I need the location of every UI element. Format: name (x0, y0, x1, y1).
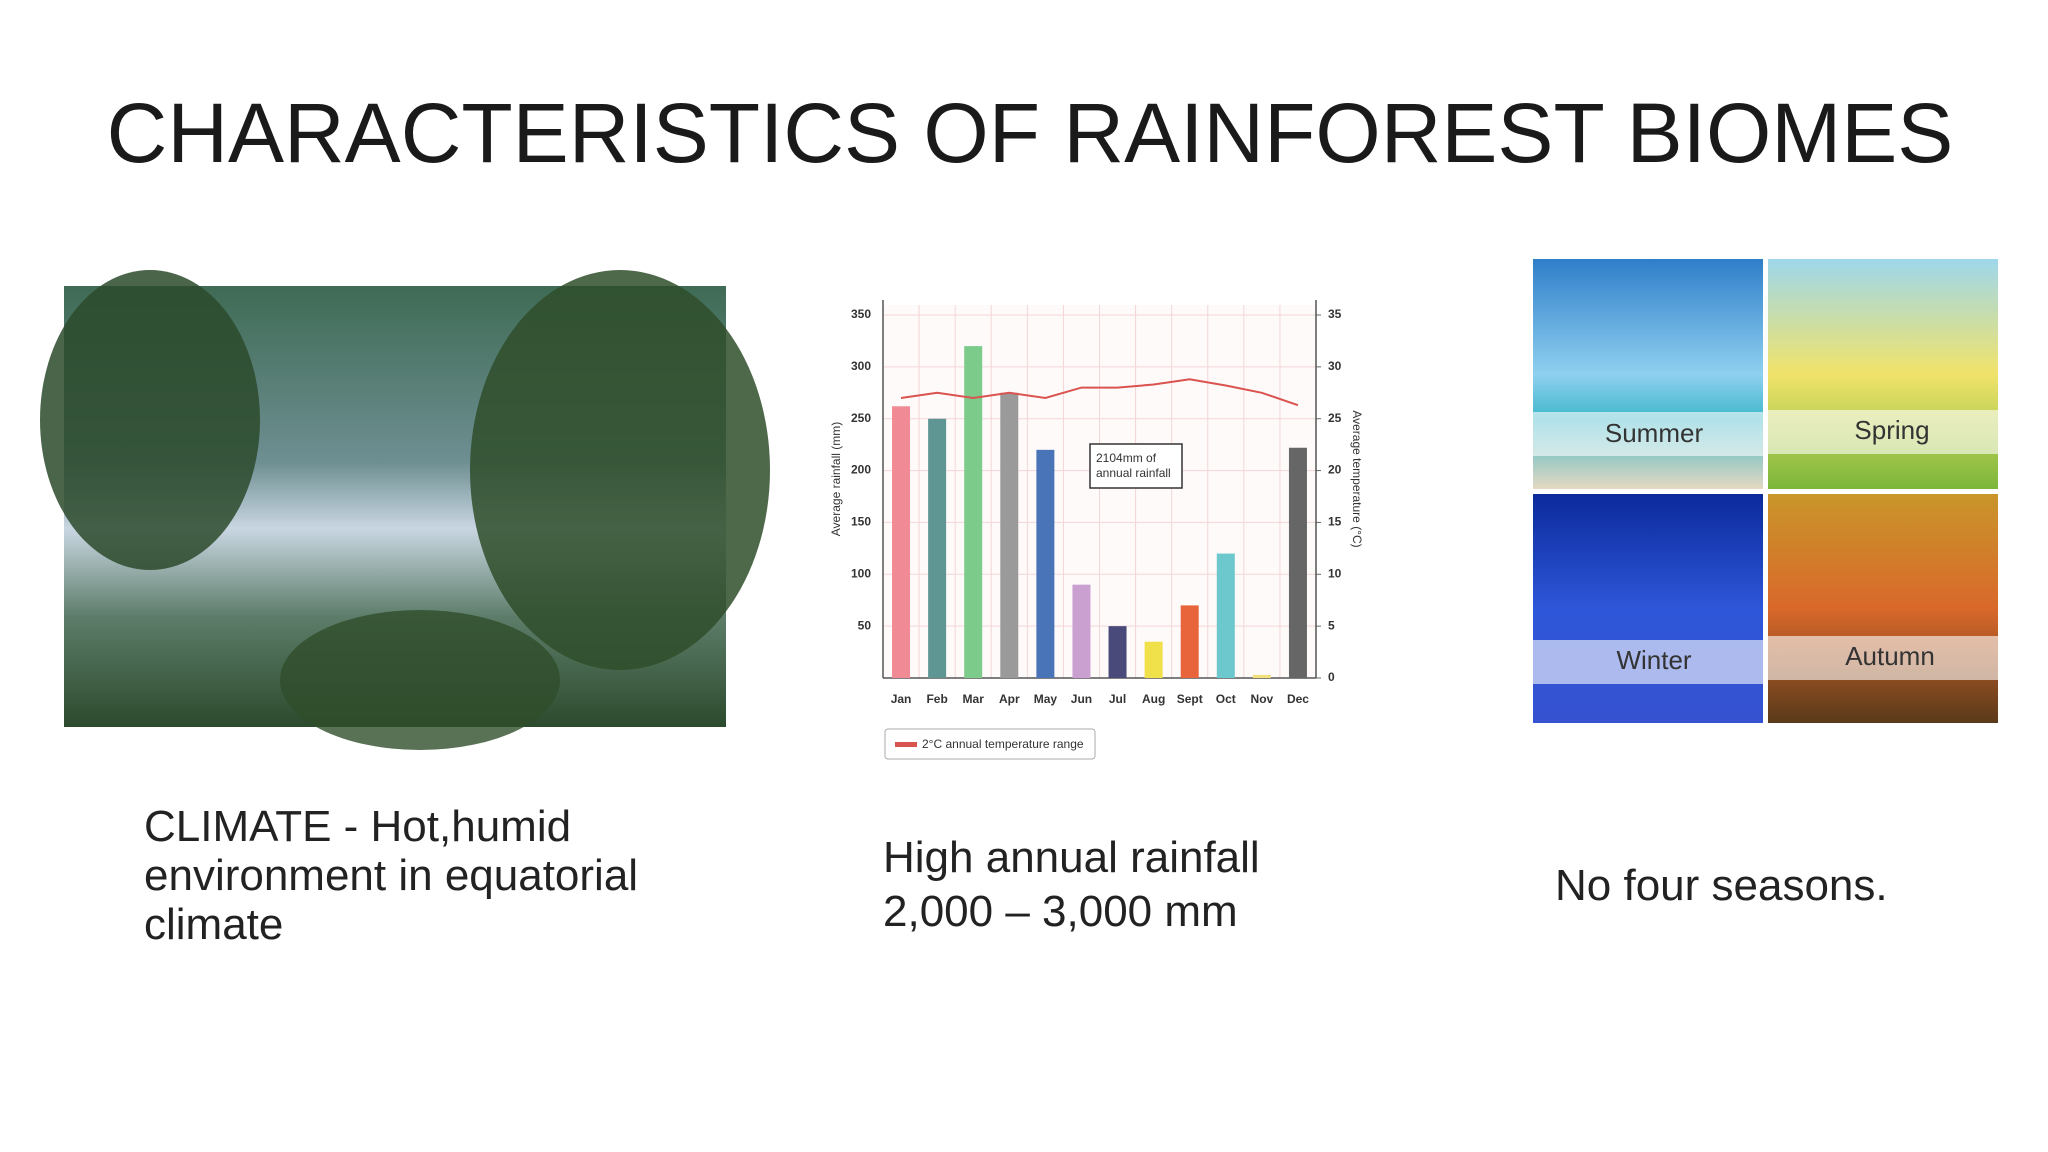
season-label: Spring (1854, 415, 1929, 445)
y-tick-label: 300 (851, 359, 871, 373)
bar (1108, 626, 1127, 678)
y-tick-label: 250 (851, 411, 871, 425)
bar (1000, 392, 1019, 678)
bar (1144, 641, 1163, 678)
climate-chart: 50 100 150 200 250 300 350 0 5 10 15 20 25 30 35 Jan Feb… (829, 300, 1364, 760)
y-tick-label: 50 (858, 618, 872, 632)
season-label: Autumn (1845, 641, 1935, 671)
caption-line: 2,000 – 3,000 mm (883, 887, 1238, 936)
rainforest-photo (40, 270, 770, 750)
season-label: Summer (1605, 418, 1704, 448)
x-tick-label: Aug (1142, 692, 1165, 706)
y-axis-label: Average rainfall (mm) (829, 422, 843, 536)
y2-tick-label: 20 (1328, 463, 1342, 477)
bar (928, 418, 947, 678)
y2-tick-label: 5 (1328, 618, 1335, 632)
x-tick-label: Oct (1216, 692, 1236, 706)
x-tick-label: Sept (1177, 692, 1203, 706)
y2-axis-label: Average temperature (°C) (1350, 410, 1364, 547)
temperature-line (900, 378, 1299, 407)
x-tick-label: Jul (1109, 692, 1126, 706)
slide-title: CHARACTERISTICS OF RAINFOREST BIOMES (107, 86, 1954, 180)
bar (1036, 449, 1055, 678)
annotation: annual rainfall (1096, 466, 1171, 480)
x-tick-label: Feb (926, 692, 947, 706)
x-tick-label: Apr (999, 692, 1020, 706)
annotation-box (1089, 443, 1183, 489)
caption-line: environment in equatorial (144, 851, 638, 900)
y-tick-label: 200 (851, 463, 871, 477)
legend-label: 2°C annual temperature range (922, 737, 1084, 751)
y-tick-label: 350 (851, 307, 871, 321)
bar (892, 406, 911, 678)
bar (1072, 584, 1091, 678)
bar (1216, 553, 1235, 678)
bar (1288, 447, 1307, 678)
legend-box (884, 728, 1096, 760)
y2-tick-label: 15 (1328, 515, 1342, 529)
x-tick-label: Dec (1287, 692, 1309, 706)
x-tick-label: Jan (891, 692, 912, 706)
x-tick-label: May (1034, 692, 1058, 706)
y2-tick-label: 0 (1328, 670, 1335, 684)
caption-line: climate (144, 900, 283, 949)
y-tick-label: 100 (851, 566, 871, 580)
caption-line: No four seasons. (1555, 861, 1888, 910)
caption-line: High annual rainfall (883, 833, 1260, 882)
season-label: Winter (1616, 645, 1691, 675)
x-tick-label: Jun (1071, 692, 1092, 706)
y2-tick-label: 35 (1328, 307, 1342, 321)
x-tick-label: Mar (963, 692, 985, 706)
seasons-image: Summer Spring Winter Autumn (1533, 259, 1998, 723)
bar (1180, 605, 1199, 678)
bar (1252, 674, 1271, 678)
y2-tick-label: 10 (1328, 566, 1342, 580)
legend-swatch (895, 742, 917, 747)
y-tick-label: 150 (851, 515, 871, 529)
y2-tick-label: 25 (1328, 411, 1342, 425)
y2-tick-label: 30 (1328, 359, 1342, 373)
caption-line: CLIMATE - Hot,humid (144, 802, 571, 851)
bar (964, 346, 983, 678)
annotation: 2104mm of (1096, 451, 1157, 465)
x-tick-label: Nov (1251, 692, 1274, 706)
